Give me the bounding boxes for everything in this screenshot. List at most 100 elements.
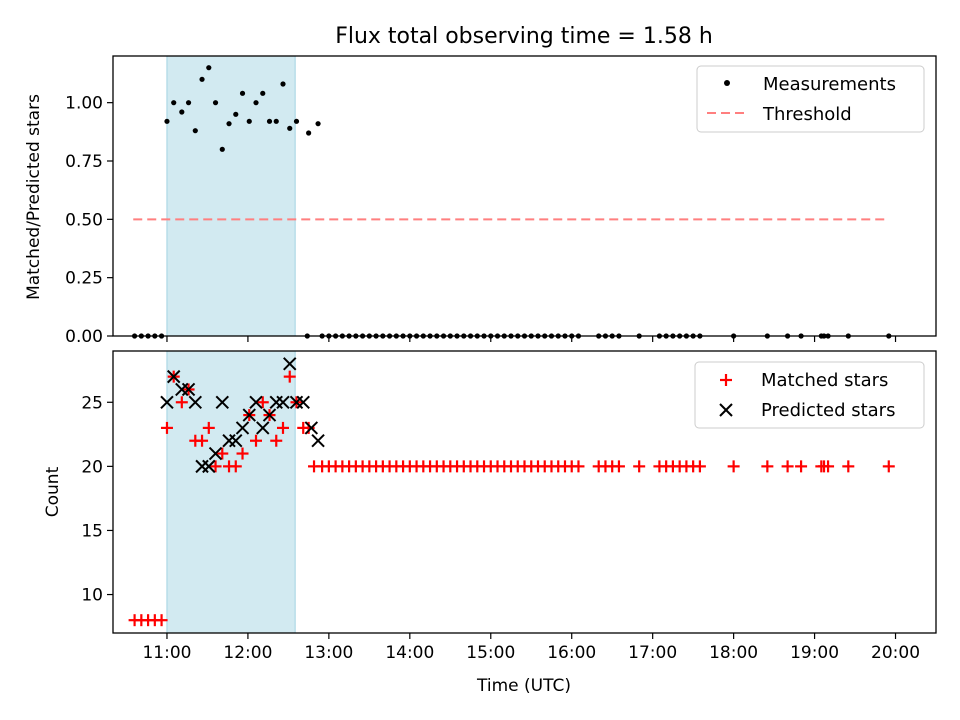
predicted-star-point xyxy=(311,434,325,448)
measurement-point xyxy=(273,118,279,124)
predicted-star-point xyxy=(167,369,181,384)
predicted-star-point xyxy=(202,459,216,474)
bottom-y-tick-label: 20 xyxy=(81,457,103,477)
x-tick-label: 20:00 xyxy=(871,643,920,663)
matched-star-point xyxy=(256,396,269,409)
top-y-ticks: 0.00 0.25 0.50 0.75 1.00 xyxy=(65,94,113,347)
measurement-point xyxy=(246,118,252,124)
legend-predicted-marker xyxy=(719,403,733,417)
x-tick-label: 17:00 xyxy=(628,643,677,663)
legend-matched-marker xyxy=(720,374,732,386)
bottom-legend: Matched stars Predicted stars xyxy=(694,361,925,429)
x-tick-label: 14:00 xyxy=(385,643,434,663)
measurement-point xyxy=(280,81,286,87)
top-y-tick-label: 0.00 xyxy=(65,327,103,347)
measurement-point xyxy=(192,128,198,134)
measurement-point xyxy=(164,118,170,124)
predicted-star-point xyxy=(215,395,229,409)
measurement-point xyxy=(306,130,312,136)
x-tick-label: 19:00 xyxy=(790,643,839,663)
predicted-star-point xyxy=(296,395,310,409)
predicted-star-point xyxy=(256,421,270,435)
predicted-star-point xyxy=(262,408,277,422)
top-y-tick-label: 1.00 xyxy=(65,94,103,114)
matched-star-point xyxy=(209,460,222,473)
matched-star-point xyxy=(842,460,855,473)
predicted-star-point xyxy=(208,446,223,461)
matched-stars-points xyxy=(128,370,895,627)
measurements-points xyxy=(131,65,892,339)
top-y-axis-label: Matched/Predicted stars xyxy=(24,94,44,300)
measurement-point xyxy=(266,118,273,124)
top-x-ticks xyxy=(166,336,897,342)
predicted-star-point xyxy=(181,382,196,397)
measurement-point xyxy=(226,121,232,127)
matched-star-point xyxy=(781,460,794,473)
top-axes-frame xyxy=(112,55,937,337)
legend-measurements-label: Measurements xyxy=(763,74,896,95)
x-tick-label: 11:00 xyxy=(142,643,191,663)
bottom-legend-box xyxy=(694,361,925,429)
matched-star-point xyxy=(155,614,168,627)
measurement-point xyxy=(233,111,239,117)
bottom-x-ticks: 11:00 12:00 13:00 14:00 15:00 16:00 17:00 18:00… xyxy=(142,633,920,663)
measurement-point xyxy=(260,90,266,96)
measurement-point xyxy=(293,118,300,124)
matched-star-point xyxy=(882,460,895,473)
measurement-point xyxy=(206,65,212,71)
predicted-star-point xyxy=(235,421,250,435)
measurement-point xyxy=(315,121,321,127)
predicted-star-point xyxy=(304,421,319,435)
matched-star-point xyxy=(229,460,242,473)
matched-star-point xyxy=(302,421,315,434)
matched-star-point xyxy=(270,434,283,447)
x-tick-label: 15:00 xyxy=(466,643,515,663)
predicted-star-point xyxy=(276,395,290,409)
x-tick-label: 13:00 xyxy=(304,643,353,663)
bottom-y-ticks: 10 15 20 25 xyxy=(81,393,113,606)
matched-star-point xyxy=(276,421,289,434)
matched-star-point xyxy=(633,460,646,473)
legend-threshold-label: Threshold xyxy=(762,104,852,125)
top-y-tick-label: 0.75 xyxy=(65,152,103,172)
measurement-point xyxy=(239,90,246,96)
top-panel: 0.00 0.25 0.50 0.75 1.00 Matched/Predicted s… xyxy=(24,55,937,347)
x-axis-label: Time (UTC) xyxy=(476,676,571,696)
predicted-star-point xyxy=(249,395,263,409)
top-shaded-interval xyxy=(166,56,296,336)
predicted-star-point xyxy=(229,434,243,448)
matched-star-point xyxy=(196,434,209,447)
matched-star-point xyxy=(693,460,706,473)
x-tick-label: 12:00 xyxy=(223,643,272,663)
observing-window-band xyxy=(166,56,296,336)
measurement-point xyxy=(185,100,192,106)
measurement-point xyxy=(179,109,185,115)
predicted-star-point xyxy=(188,395,203,409)
bottom-y-tick-label: 15 xyxy=(81,521,103,541)
matched-star-point xyxy=(250,434,263,447)
top-legend-box xyxy=(696,65,925,133)
legend-predicted-label: Predicted stars xyxy=(761,400,895,421)
x-tick-label: 18:00 xyxy=(709,643,758,663)
predicted-star-point xyxy=(160,395,174,409)
matched-star-point xyxy=(795,460,808,473)
predicted-star-point xyxy=(242,408,256,422)
bottom-y-axis-label: Count xyxy=(43,466,63,517)
bottom-y-tick-label: 25 xyxy=(81,393,103,413)
measurement-point xyxy=(171,100,177,106)
matched-star-point xyxy=(572,460,585,473)
measurement-point xyxy=(287,125,293,131)
matched-star-point xyxy=(612,460,625,473)
chart-title: Flux total observing time = 1.58 h xyxy=(335,24,713,49)
top-y-tick-label: 0.25 xyxy=(65,269,103,289)
predicted-stars-points xyxy=(160,357,325,474)
x-tick-label: 16:00 xyxy=(547,643,596,663)
measurement-point xyxy=(199,76,205,82)
matched-star-point xyxy=(727,460,740,473)
legend-matched-label: Matched stars xyxy=(761,370,888,391)
bottom-shaded-interval xyxy=(166,351,296,633)
measurement-point xyxy=(212,100,219,106)
matched-star-point xyxy=(283,370,296,383)
